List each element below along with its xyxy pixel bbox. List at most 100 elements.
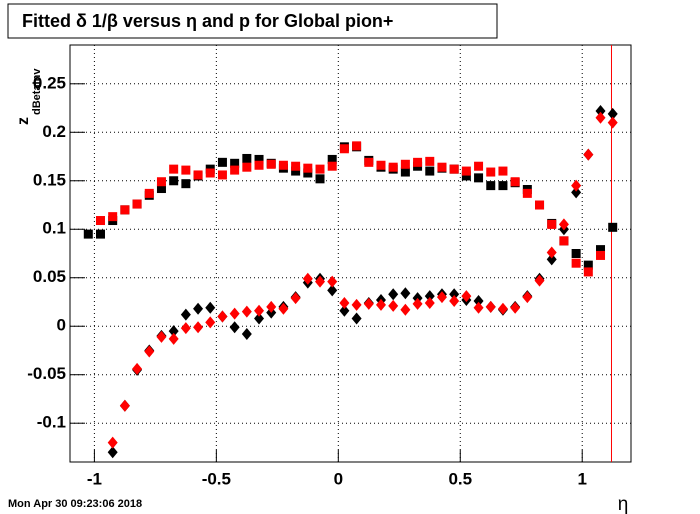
diamond-marker bbox=[156, 330, 167, 343]
diamond-marker bbox=[363, 297, 374, 310]
x-axis-label: η bbox=[618, 494, 629, 514]
square-marker bbox=[291, 166, 301, 176]
x-tick-label: 0.5 bbox=[448, 469, 472, 488]
square-marker bbox=[425, 156, 435, 166]
square-marker bbox=[388, 162, 398, 172]
square-marker bbox=[291, 161, 301, 171]
plot-frame bbox=[69, 44, 632, 463]
square-marker bbox=[217, 157, 227, 167]
diamond-marker bbox=[388, 299, 399, 312]
diamond-marker bbox=[473, 301, 484, 314]
x-tick-label: -1 bbox=[87, 469, 102, 488]
diamond-marker bbox=[522, 291, 533, 304]
square-marker bbox=[425, 166, 435, 176]
diamond-marker bbox=[107, 446, 118, 459]
diamond-marker bbox=[193, 321, 204, 334]
diamond-marker bbox=[546, 246, 557, 259]
diamond-marker bbox=[278, 302, 289, 315]
square-marker bbox=[254, 154, 264, 164]
square-marker bbox=[596, 245, 606, 255]
square-marker bbox=[242, 162, 252, 172]
square-marker bbox=[486, 167, 496, 177]
square-marker bbox=[230, 165, 240, 175]
diamond-marker bbox=[229, 307, 240, 320]
diamond-marker bbox=[388, 288, 399, 301]
square-marker bbox=[547, 219, 557, 229]
square-marker bbox=[583, 267, 593, 277]
square-marker bbox=[95, 216, 105, 226]
diamond-marker bbox=[107, 436, 118, 449]
diamond-marker bbox=[510, 301, 521, 314]
diamond-marker bbox=[168, 332, 179, 345]
diamond-marker bbox=[254, 304, 265, 317]
diamond-marker bbox=[339, 296, 350, 309]
diamond-marker bbox=[436, 291, 447, 304]
square-marker bbox=[169, 164, 179, 174]
diamond-marker bbox=[327, 284, 338, 297]
square-marker bbox=[144, 188, 154, 198]
x-tick-label: -0.5 bbox=[202, 469, 231, 488]
square-marker bbox=[181, 165, 191, 175]
square-marker bbox=[498, 166, 508, 176]
diamond-marker bbox=[168, 325, 179, 338]
square-marker bbox=[181, 179, 191, 189]
footer: Mon Apr 30 09:23:06 2018 bbox=[8, 498, 142, 510]
square-marker bbox=[303, 168, 313, 178]
x-tick-label: 1 bbox=[577, 469, 586, 488]
square-marker bbox=[376, 160, 386, 170]
title-box bbox=[7, 3, 498, 39]
square-marker bbox=[193, 170, 203, 180]
diamond-marker bbox=[351, 298, 362, 311]
diamond-marker bbox=[180, 308, 191, 321]
square-marker bbox=[522, 188, 532, 198]
square-marker bbox=[156, 184, 166, 194]
y-tick-label: -0.05 bbox=[27, 364, 66, 383]
square-marker bbox=[352, 141, 362, 151]
y-tick-label: 0.05 bbox=[33, 267, 66, 286]
square-marker bbox=[169, 176, 179, 186]
diamond-marker bbox=[595, 111, 606, 124]
x-tick-label: 0 bbox=[334, 469, 343, 488]
diamond-marker bbox=[400, 287, 411, 300]
square-marker bbox=[498, 181, 508, 191]
diamond-marker bbox=[205, 316, 216, 329]
y-label-sub: dBetaInv bbox=[31, 68, 43, 115]
diamond-marker bbox=[400, 303, 411, 316]
y-axis-label: z dBetaInv bbox=[15, 68, 43, 125]
diamond-marker bbox=[571, 186, 582, 199]
diamond-marker bbox=[315, 275, 326, 288]
diamond-marker bbox=[607, 107, 618, 120]
square-marker bbox=[583, 260, 593, 270]
diamond-marker bbox=[266, 300, 277, 313]
square-marker bbox=[315, 164, 325, 174]
diamond-marker bbox=[144, 345, 155, 358]
square-marker bbox=[95, 229, 105, 239]
diamond-marker bbox=[205, 301, 216, 314]
diamond-marker bbox=[546, 253, 557, 266]
square-marker bbox=[132, 199, 142, 209]
square-marker bbox=[474, 161, 484, 171]
y-tick-label: 0 bbox=[57, 316, 66, 335]
diamond-marker bbox=[424, 296, 435, 309]
diamond-marker bbox=[254, 312, 265, 325]
square-marker bbox=[230, 158, 240, 168]
square-marker bbox=[254, 160, 264, 170]
diamond-marker bbox=[290, 292, 301, 305]
diamond-marker bbox=[241, 327, 252, 340]
diamond-marker bbox=[375, 298, 386, 311]
diamond-marker bbox=[351, 312, 362, 325]
square-marker bbox=[120, 205, 130, 215]
diamond-marker bbox=[193, 302, 204, 315]
y-tick-label: 0.15 bbox=[33, 170, 66, 189]
diamond-marker bbox=[132, 362, 143, 375]
diamond-marker bbox=[473, 295, 484, 308]
square-marker bbox=[559, 236, 569, 246]
diamond-marker bbox=[607, 116, 618, 129]
y-tick-label: 0.2 bbox=[42, 122, 66, 141]
square-marker bbox=[339, 144, 349, 154]
diamond-marker bbox=[327, 275, 338, 288]
diamond-marker bbox=[241, 305, 252, 318]
diamond-marker bbox=[461, 290, 472, 303]
diamond-marker bbox=[217, 310, 228, 323]
